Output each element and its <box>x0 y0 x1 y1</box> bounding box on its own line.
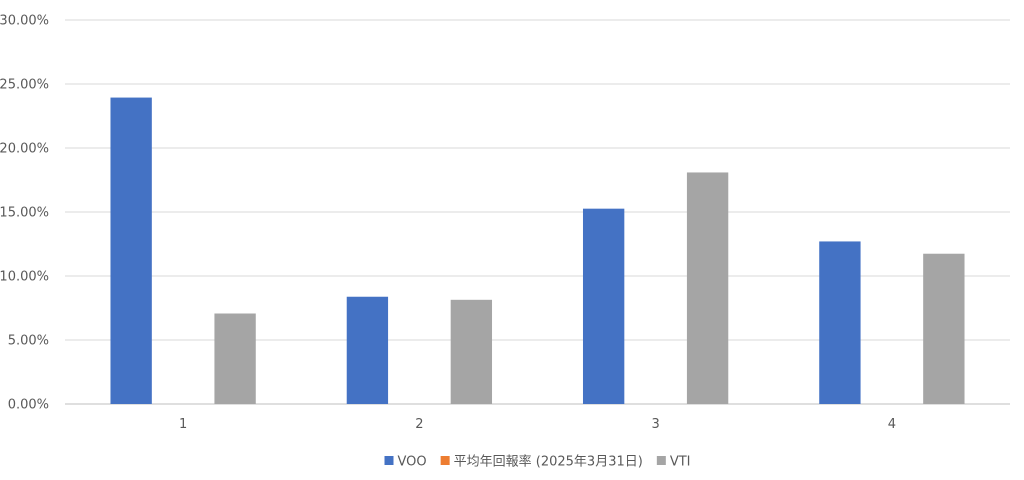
legend: VOO 平均年回報率 (2025年3月31日) VTI <box>384 454 691 470</box>
y-tick-label: 5.00% <box>8 334 49 349</box>
bar <box>819 241 861 404</box>
legend-swatch <box>384 456 394 465</box>
bar <box>346 296 389 404</box>
bar <box>214 313 256 404</box>
legend-swatch <box>656 456 666 465</box>
legend-item: VOO <box>384 455 427 470</box>
bar <box>110 97 152 405</box>
bar <box>923 253 965 404</box>
bar <box>686 172 729 404</box>
legend-label: VTI <box>670 455 691 470</box>
y-axis-ticks: 0.00% 5.00% 10.00% 15.00% 20.00% 25.00% 30.00% <box>0 14 49 413</box>
x-tick-label: 4 <box>888 417 896 432</box>
legend-swatch <box>440 456 450 465</box>
y-tick-label: 15.00% <box>0 206 49 221</box>
x-tick-label: 1 <box>179 417 187 432</box>
bar <box>582 208 625 404</box>
y-tick-label: 10.00% <box>0 270 49 285</box>
y-tick-label: 0.00% <box>8 398 49 413</box>
y-tick-label: 20.00% <box>0 142 49 157</box>
y-tick-label: 30.00% <box>0 14 49 29</box>
bars <box>110 97 965 405</box>
legend-label: 平均年回報率 (2025年3月31日) <box>454 454 643 470</box>
legend-label: VOO <box>398 455 427 470</box>
gridlines <box>65 19 1010 405</box>
x-tick-label: 2 <box>415 417 423 432</box>
x-axis-ticks: 1 2 3 4 <box>179 417 896 432</box>
legend-item: VTI <box>656 455 691 470</box>
bar <box>450 299 493 404</box>
legend-item: 平均年回報率 (2025年3月31日) <box>440 454 643 470</box>
x-tick-label: 3 <box>651 417 659 432</box>
y-tick-label: 25.00% <box>0 78 49 93</box>
